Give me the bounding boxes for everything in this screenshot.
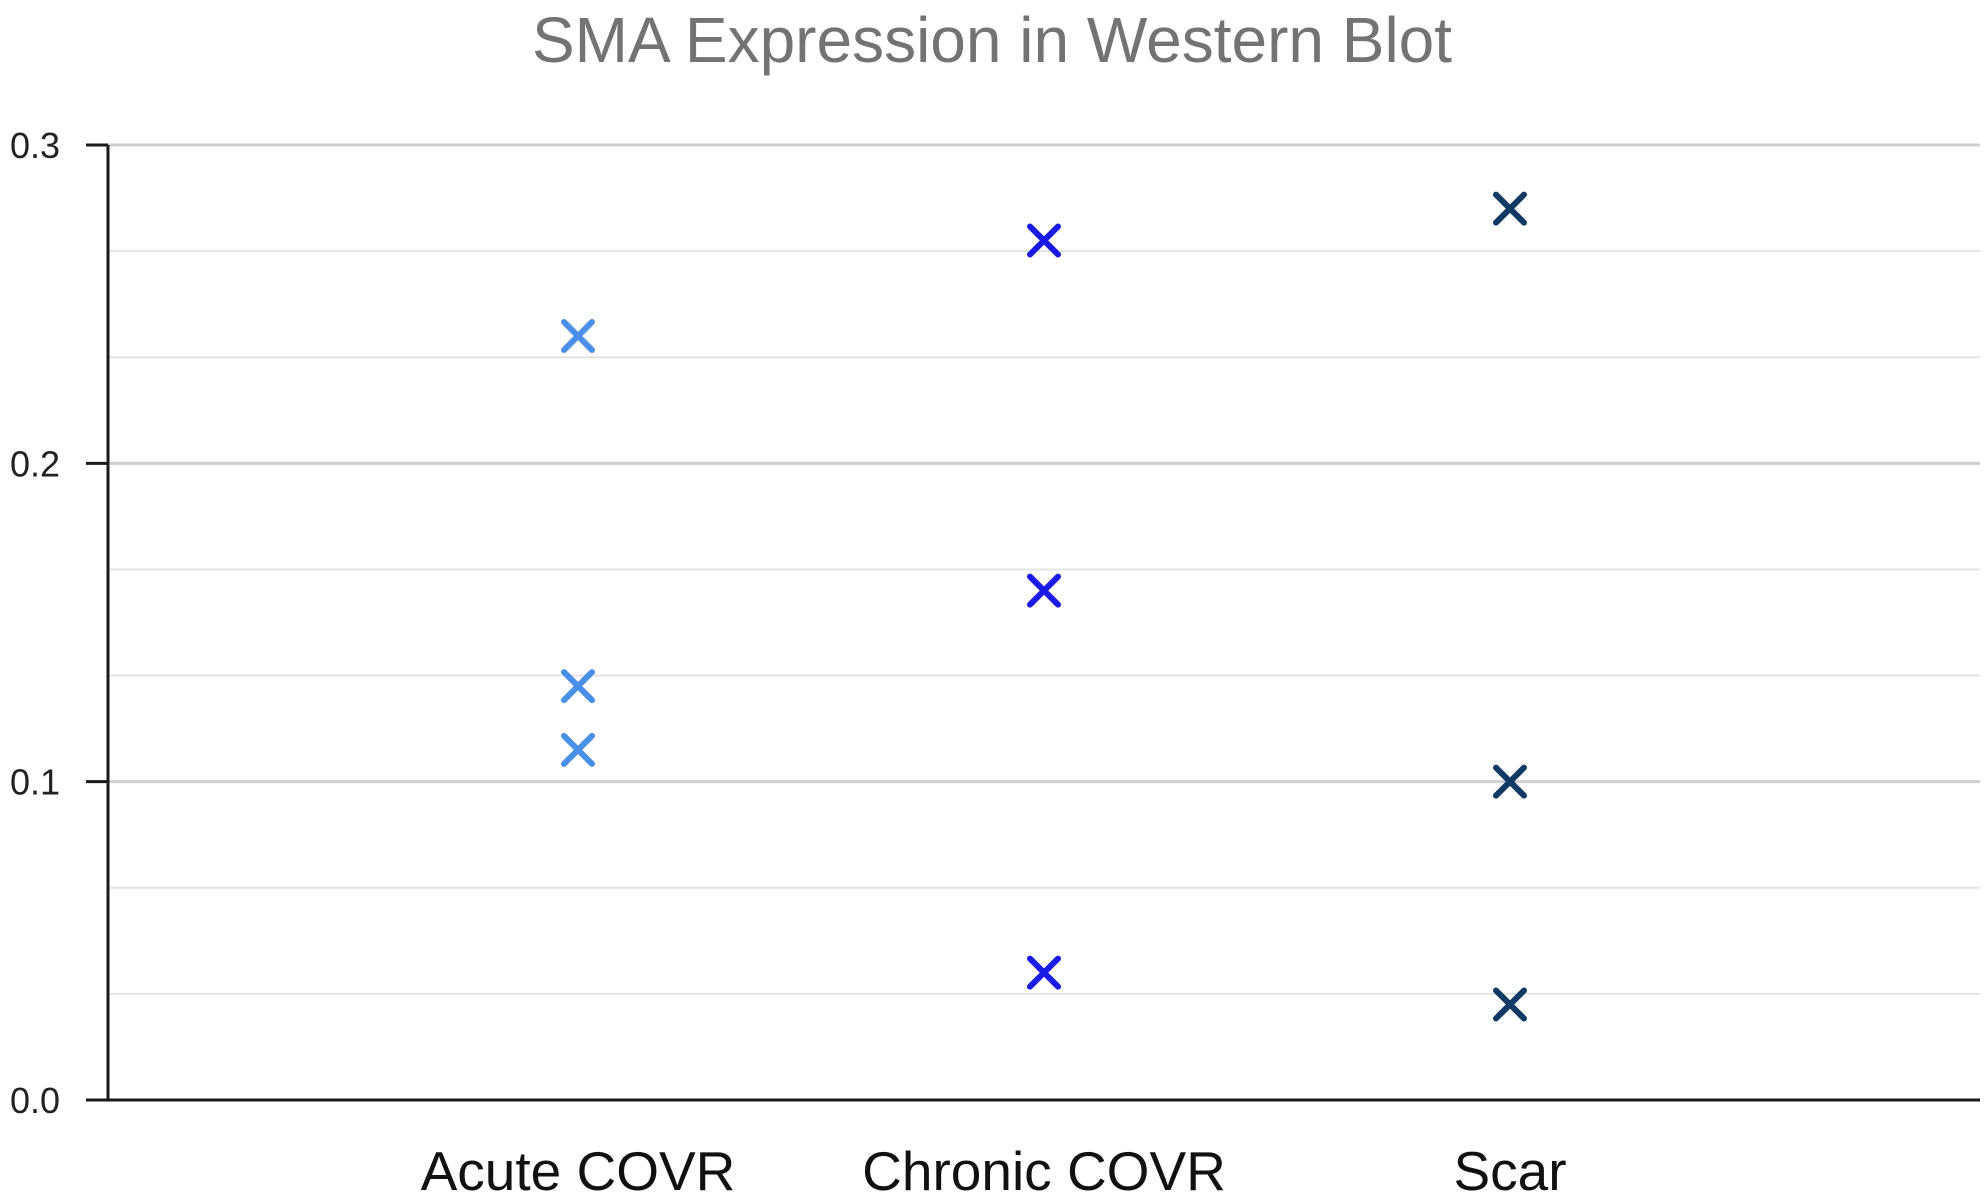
- data-point-x-marker: [1493, 987, 1527, 1022]
- x-category-label: Acute COVR: [421, 1140, 736, 1200]
- data-point-x-marker: [1493, 191, 1527, 226]
- data-point-x-marker: [1493, 764, 1527, 799]
- data-point-x-marker: [1027, 955, 1061, 990]
- data-point-x-marker: [561, 319, 595, 353]
- chart-title: SMA Expression in Western Blot: [531, 4, 1453, 76]
- y-tick-label: 0.0: [10, 1080, 60, 1121]
- x-axis-categories: Acute COVR Chronic COVR Scar: [421, 1140, 1567, 1200]
- gridlines: [108, 143, 1980, 995]
- data-point-x-marker: [1027, 573, 1061, 608]
- axes: [106, 145, 1980, 1102]
- x-category-label: Scar: [1453, 1140, 1566, 1200]
- y-axis-ticks: 0.0 0.1 0.2 0.3: [10, 125, 108, 1121]
- data-point-x-marker: [561, 732, 595, 767]
- y-tick-label: 0.3: [10, 125, 60, 166]
- x-category-label: Chronic COVR: [862, 1140, 1226, 1200]
- data-point-x-marker: [561, 669, 595, 704]
- y-tick-label: 0.1: [10, 762, 60, 803]
- data-point-x-marker: [1027, 223, 1061, 258]
- data-points: [561, 191, 1527, 1022]
- y-tick-label: 0.2: [10, 443, 60, 484]
